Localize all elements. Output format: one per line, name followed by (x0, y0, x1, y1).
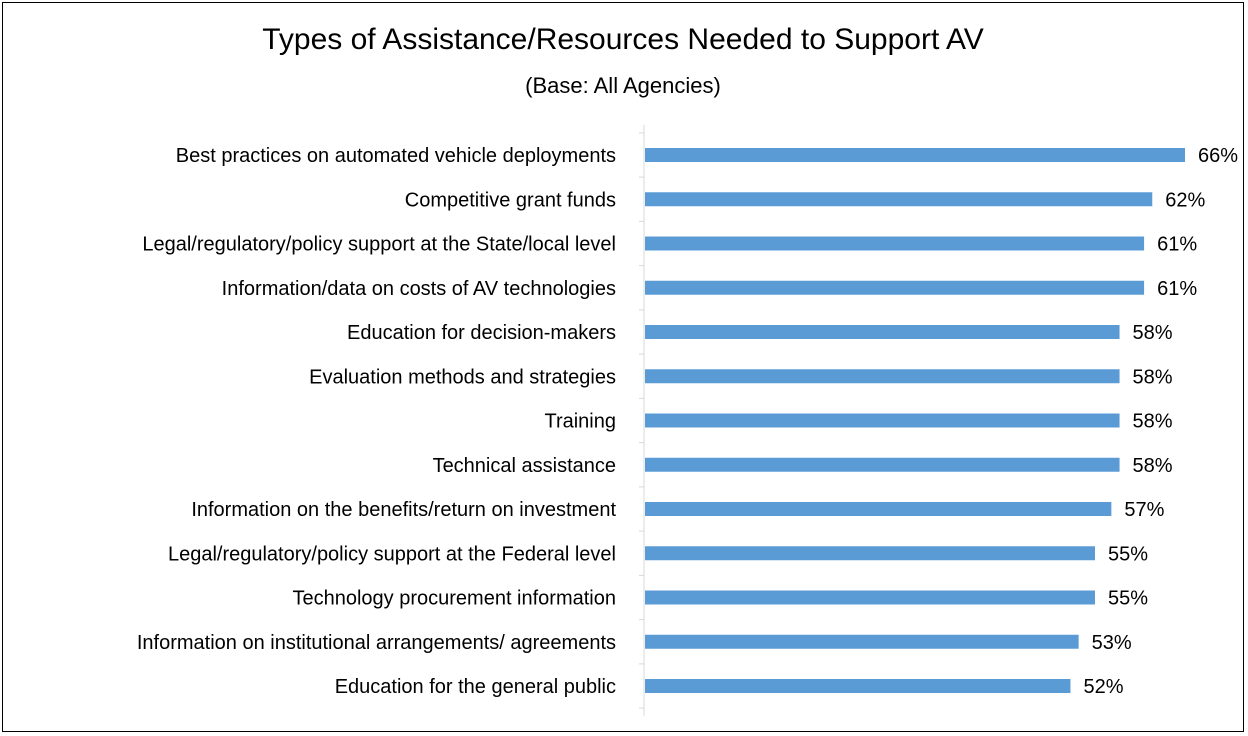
category-label: Technical assistance (433, 455, 616, 477)
data-label: 57% (1124, 499, 1164, 521)
category-label: Training (544, 411, 616, 433)
bar (645, 325, 1120, 339)
data-label: 61% (1157, 278, 1197, 300)
data-label: 58% (1133, 411, 1173, 433)
data-label: 58% (1133, 366, 1173, 388)
category-label: Information on institutional arrangement… (137, 632, 616, 654)
data-label: 62% (1165, 189, 1205, 211)
data-label: 66% (1198, 145, 1238, 167)
category-label: Education for decision-makers (347, 322, 616, 344)
bar (645, 192, 1153, 207)
bar (645, 236, 1145, 251)
category-label: Legal/regulatory/policy support at the S… (142, 234, 616, 256)
bar (645, 546, 1095, 561)
data-label: 55% (1108, 588, 1148, 610)
data-label: 52% (1083, 676, 1123, 698)
category-label: Information/data on costs of AV technolo… (222, 278, 616, 300)
bar (645, 502, 1112, 516)
category-label: Information on the benefits/return on in… (191, 499, 616, 521)
data-label: 53% (1092, 632, 1132, 654)
bar (645, 369, 1120, 384)
chart-title: Types of Assistance/Resources Needed to … (262, 23, 984, 56)
bar (645, 457, 1120, 472)
bar (645, 590, 1095, 605)
bar (645, 148, 1185, 162)
data-label: 55% (1108, 543, 1148, 565)
chart-subtitle: (Base: All Agencies) (525, 73, 721, 98)
category-label: Competitive grant funds (405, 189, 616, 211)
category-label: Evaluation methods and strategies (309, 366, 616, 388)
data-label: 58% (1133, 322, 1173, 344)
data-label: 58% (1133, 455, 1173, 477)
category-label: Education for the general public (335, 676, 616, 698)
bar (645, 634, 1079, 649)
data-label: 61% (1157, 234, 1197, 256)
bar (645, 280, 1145, 295)
category-label: Best practices on automated vehicle depl… (176, 145, 616, 167)
bar (645, 679, 1071, 693)
bar (645, 413, 1120, 428)
category-label: Legal/regulatory/policy support at the F… (168, 543, 616, 565)
category-label: Technology procurement information (292, 588, 616, 610)
